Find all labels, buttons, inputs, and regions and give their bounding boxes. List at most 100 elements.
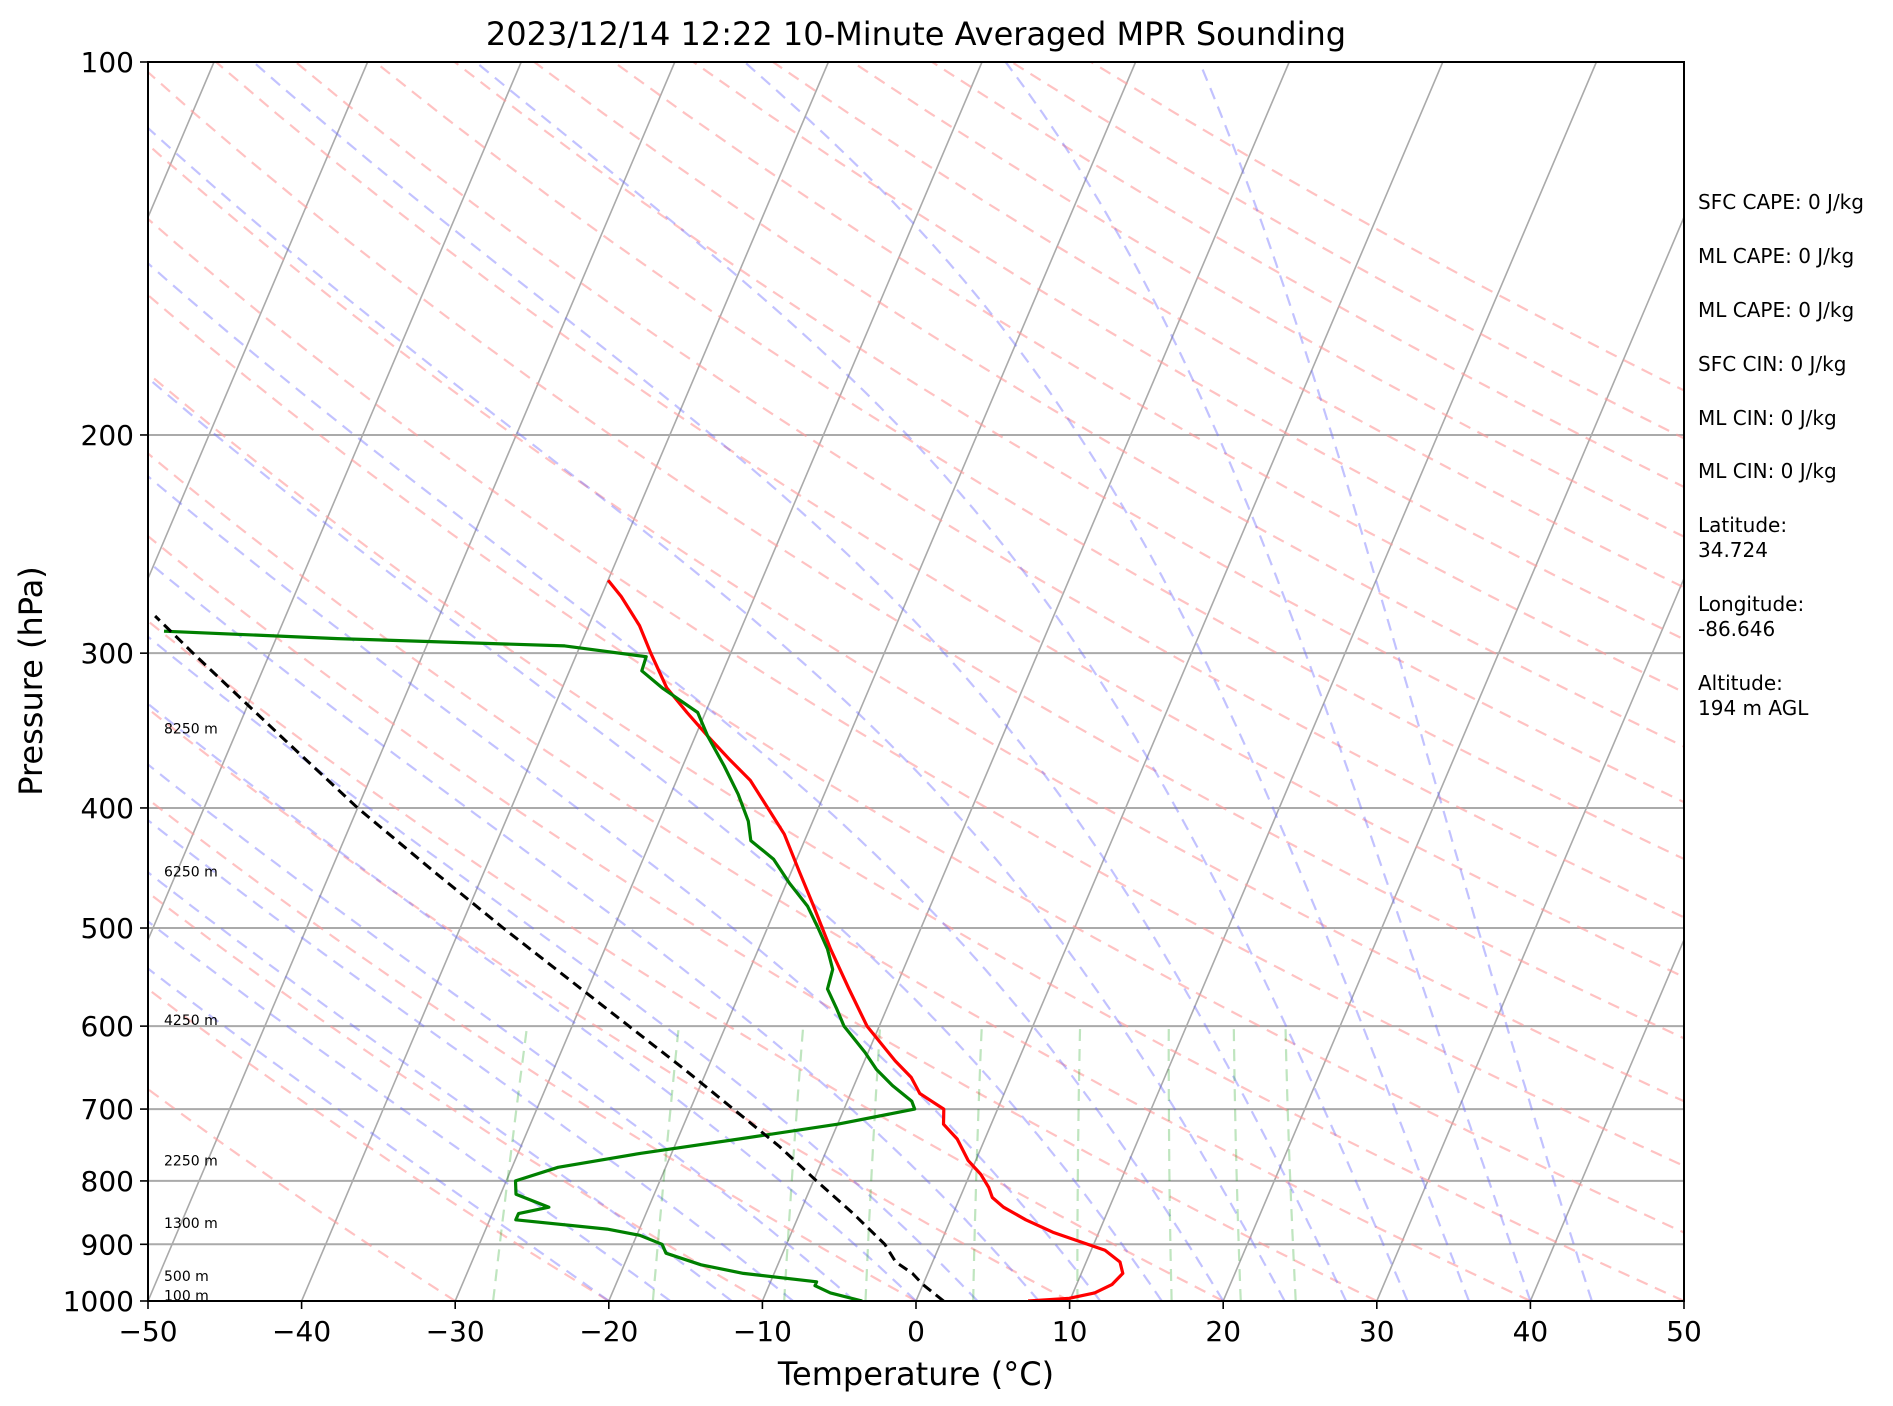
mixing-ratio-line — [651, 1025, 680, 1301]
height-label: 6250 m — [164, 864, 218, 880]
side-info-line: ML CIN: 0 J/kg — [1698, 459, 1837, 483]
dry-adiabat — [148, 452, 1531, 1301]
background-grid — [148, 62, 1684, 1301]
isotherm-line — [1529, 937, 1684, 1301]
side-info-line: ML CAPE: 0 J/kg — [1698, 244, 1854, 268]
y-tick-label: 800 — [81, 1165, 134, 1198]
side-info-line: ML CIN: 0 J/kg — [1698, 406, 1837, 430]
parcel-profile — [154, 614, 945, 1301]
isotherm-line — [761, 62, 1290, 1301]
y-tick-label: 100 — [81, 46, 134, 79]
dry-adiabat — [374, 62, 1684, 861]
isotherm-line — [148, 62, 676, 1301]
dry-adiabat — [148, 707, 1071, 1301]
height-label: 8250 m — [164, 721, 218, 737]
mixing-ratio-line — [864, 1026, 882, 1301]
height-label: 4250 m — [164, 1013, 218, 1029]
y-tick-label: 900 — [81, 1228, 134, 1261]
mixing-ratio-line — [1167, 1026, 1173, 1301]
moist-adiabat — [743, 62, 1471, 1301]
height-label: 1300 m — [164, 1216, 218, 1232]
dry-adiabat — [148, 534, 1378, 1301]
x-tick-label: 50 — [1666, 1315, 1702, 1348]
moist-adiabat — [148, 967, 610, 1301]
x-tick-label: −50 — [118, 1315, 177, 1348]
dry-adiabat — [454, 62, 1684, 804]
y-tick-label: 500 — [81, 912, 134, 945]
isotherm-line — [1376, 576, 1684, 1301]
y-tick-label: 600 — [81, 1010, 134, 1043]
dewpoint-profile — [163, 629, 917, 1301]
side-info-panel: SFC CAPE: 0 J/kg ML CAPE: 0 J/kg ML CAPE: … — [1698, 190, 1864, 720]
height-label: 100 m — [164, 1289, 209, 1305]
mixing-ratio-line — [972, 1026, 983, 1301]
x-tick-label: −30 — [426, 1315, 485, 1348]
moist-adiabat — [148, 635, 979, 1301]
profile-lines — [154, 579, 1125, 1301]
moist-adiabat — [148, 763, 856, 1301]
y-axis-label: Pressure (hPa) — [12, 566, 50, 796]
dry-adiabat — [148, 293, 1684, 1234]
x-tick-label: −40 — [272, 1315, 331, 1348]
side-info-line: 194 m AGL — [1698, 696, 1809, 720]
moist-adiabat — [1004, 62, 1532, 1301]
mixing-ratio-line — [492, 1025, 529, 1301]
temperature-profile — [606, 579, 1125, 1301]
y-tick-label: 700 — [81, 1093, 134, 1126]
dry-adiabat — [692, 62, 1684, 641]
dry-adiabat — [772, 62, 1684, 589]
isotherm-line — [148, 62, 369, 581]
isotherm-line — [454, 62, 983, 1301]
chart-title: 2023/12/14 12:22 10-Minute Averaged MPR … — [486, 15, 1346, 53]
y-tick-label: 300 — [81, 637, 134, 670]
moist-adiabat — [148, 702, 917, 1301]
side-info-line: Longitude: — [1698, 592, 1804, 616]
moist-adiabat — [148, 261, 1225, 1301]
plot-frame — [147, 61, 1685, 1302]
dry-adiabat — [148, 371, 1684, 1301]
x-axis-label: Temperature (°C) — [777, 1355, 1054, 1393]
axis-ticks: −50 −40 −30 −20 −10 0 10 20 30 40 50 100 200 300 400 50… — [63, 46, 1702, 1348]
moist-adiabat — [148, 870, 733, 1301]
x-tick-label: 0 — [907, 1315, 925, 1348]
moist-adiabat — [148, 560, 1040, 1301]
dry-adiabat — [294, 62, 1684, 919]
mixing-ratio-line — [1232, 1026, 1242, 1301]
mixing-ratio-line — [1076, 1026, 1082, 1301]
moist-adiabat — [475, 62, 1409, 1301]
dry-adiabat — [148, 70, 1684, 1040]
isotherm-line — [148, 62, 522, 942]
y-tick-label: 1000 — [63, 1285, 134, 1318]
moist-adiabat — [252, 62, 1348, 1301]
dry-adiabat — [215, 62, 1684, 979]
moist-adiabat — [1198, 62, 1593, 1301]
isotherm-line — [608, 62, 1137, 1301]
dry-adiabat — [148, 143, 1684, 1103]
moist-adiabat — [148, 818, 794, 1301]
dry-adiabat — [148, 987, 610, 1301]
side-info-line: ML CAPE: 0 J/kg — [1698, 298, 1854, 322]
side-info-line: 34.724 — [1698, 538, 1768, 562]
dry-adiabat — [148, 891, 763, 1301]
dry-adiabat — [148, 619, 1224, 1301]
side-info-line: Latitude: — [1698, 513, 1787, 537]
mixing-ratio-line — [783, 1026, 805, 1301]
x-tick-label: 10 — [1052, 1315, 1088, 1348]
side-info-line: -86.646 — [1698, 617, 1775, 641]
x-tick-label: 40 — [1513, 1315, 1549, 1348]
x-tick-label: 30 — [1359, 1315, 1395, 1348]
x-tick-label: −10 — [733, 1315, 792, 1348]
mixing-ratio-line — [1284, 1026, 1297, 1301]
dry-adiabat — [148, 217, 1684, 1168]
height-label: 500 m — [164, 1269, 209, 1285]
y-tick-label: 400 — [81, 792, 134, 825]
side-info-line: SFC CAPE: 0 J/kg — [1698, 190, 1864, 214]
side-info-line: SFC CIN: 0 J/kg — [1698, 352, 1846, 376]
height-labels: 8250 m 6250 m 4250 m 2250 m 1300 m 500 m 100 m — [164, 721, 218, 1304]
side-info-line: Altitude: — [1698, 671, 1783, 695]
x-tick-label: 20 — [1205, 1315, 1241, 1348]
isotherm-line — [915, 62, 1444, 1301]
moist-adiabat — [148, 376, 1163, 1301]
moist-adiabat — [148, 474, 1102, 1301]
isotherm-line — [1222, 215, 1684, 1301]
